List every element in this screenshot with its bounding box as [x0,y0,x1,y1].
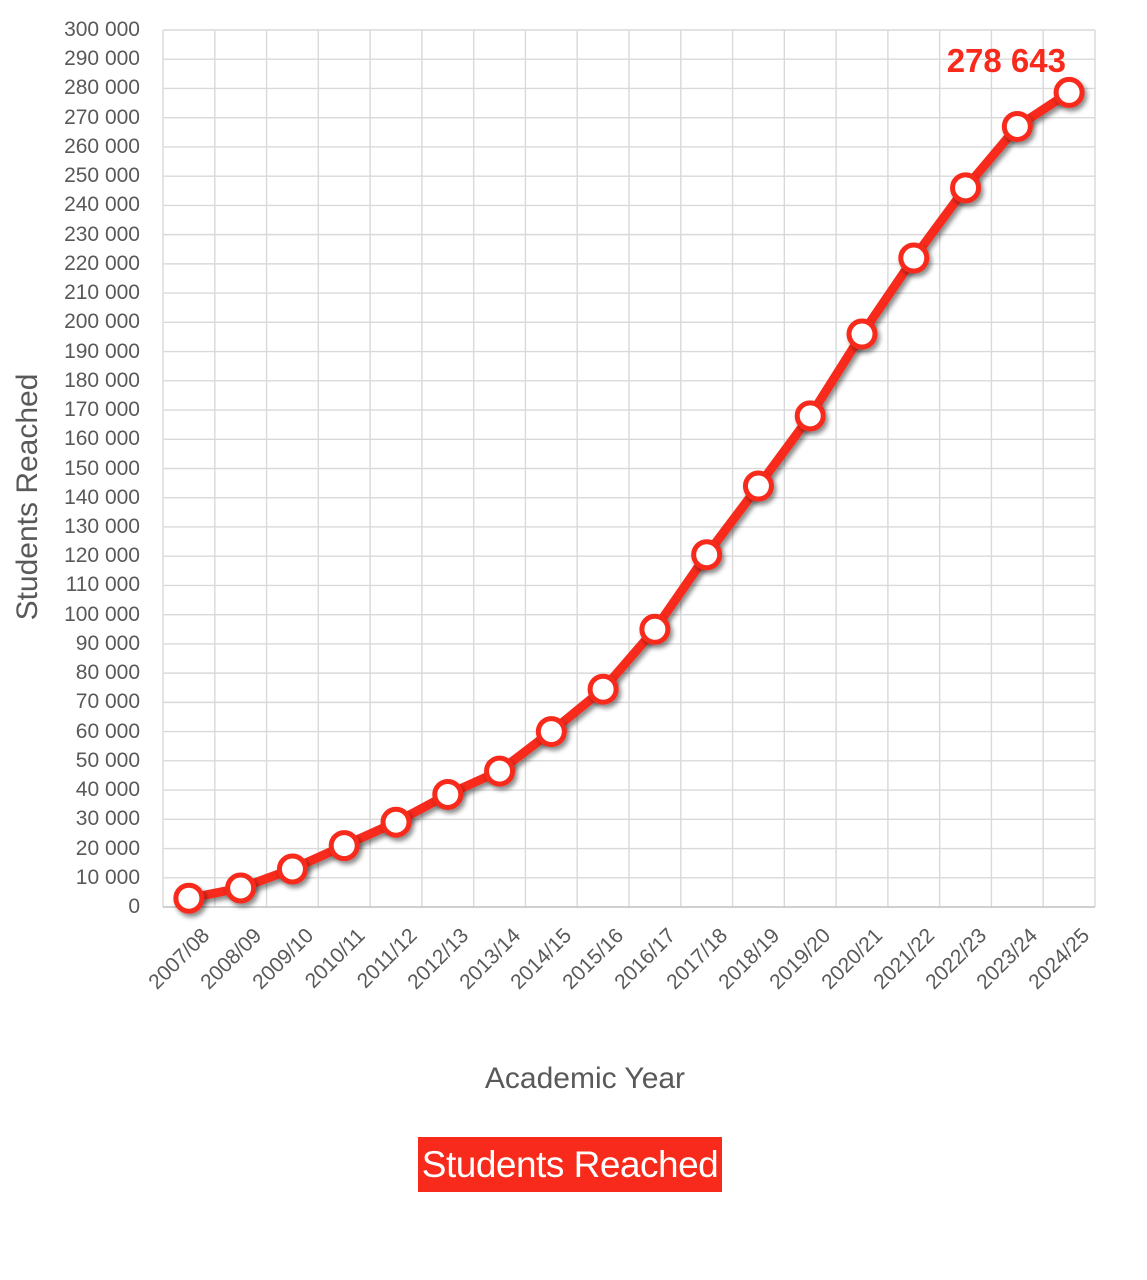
data-point-marker-2017-18 [691,539,723,571]
data-point-marker-2022-23 [950,172,982,204]
data-point-marker-2013-14 [484,755,516,787]
legend-label: Students Reached [421,1143,719,1185]
data-point-marker-2012-13 [432,778,464,810]
y-tick-label: 300 000 [64,18,140,41]
y-tick-label: 160 000 [64,427,140,451]
x-axis-title: Academic Year [484,1062,686,1095]
y-tick-label: 200 000 [64,310,140,334]
data-point-marker-2009-10 [276,853,308,885]
y-tick-label: 30 000 [75,807,140,831]
y-tick-label: 120 000 [64,544,140,568]
y-tick-label: 0 [128,895,140,918]
data-point-marker-2010-11 [328,830,360,862]
y-tick-label: 70 000 [75,690,140,714]
y-tick-label: 230 000 [64,222,140,246]
data-point-marker-2021-22 [898,242,930,274]
y-tick-label: 80 000 [75,661,140,685]
y-tick-label: 60 000 [75,719,140,743]
y-tick-label: 220 000 [64,251,140,275]
y-tick-label: 10 000 [75,865,140,889]
y-tick-label: 280 000 [64,76,140,100]
y-tick-label: 270 000 [64,105,140,129]
y-tick-label: 20 000 [75,836,140,860]
data-point-marker-2016-17 [639,613,671,645]
last-point-data-label: 278 643 [946,42,1066,79]
y-tick-label: 260 000 [64,134,140,158]
y-tick-label: 40 000 [75,778,140,802]
y-tick-label: 190 000 [64,339,140,363]
y-tick-label: 240 000 [64,193,140,217]
y-tick-label: 130 000 [64,514,140,538]
y-tick-label: 150 000 [64,456,140,480]
y-tick-label: 290 000 [64,47,140,71]
data-point-marker-2024-25 [1053,76,1085,108]
y-tick-label: 110 000 [65,573,140,597]
y-tick-label: 210 000 [64,281,140,305]
data-point-marker-2007-08 [173,882,205,914]
data-point-marker-2014-15 [535,716,567,748]
data-point-marker-2011-12 [380,806,412,838]
plot-area [162,29,1096,914]
y-tick-label: 250 000 [64,164,140,188]
y-tick-label: 100 000 [64,602,140,626]
data-point-marker-2020-21 [846,318,878,350]
legend: Students Reached [418,1137,722,1192]
y-tick-label: 140 000 [64,485,140,509]
y-tick-label: 170 000 [64,398,140,422]
y-tick-label: 50 000 [75,748,140,772]
y-tick-label: 180 000 [64,368,140,392]
data-point-marker-2018-19 [742,470,774,502]
data-point-marker-2019-20 [794,400,826,432]
data-point-marker-2008-09 [225,872,257,904]
data-point-marker-2015-16 [587,673,619,705]
data-point-marker-2023-24 [1001,110,1033,142]
y-tick-label: 90 000 [75,631,140,655]
